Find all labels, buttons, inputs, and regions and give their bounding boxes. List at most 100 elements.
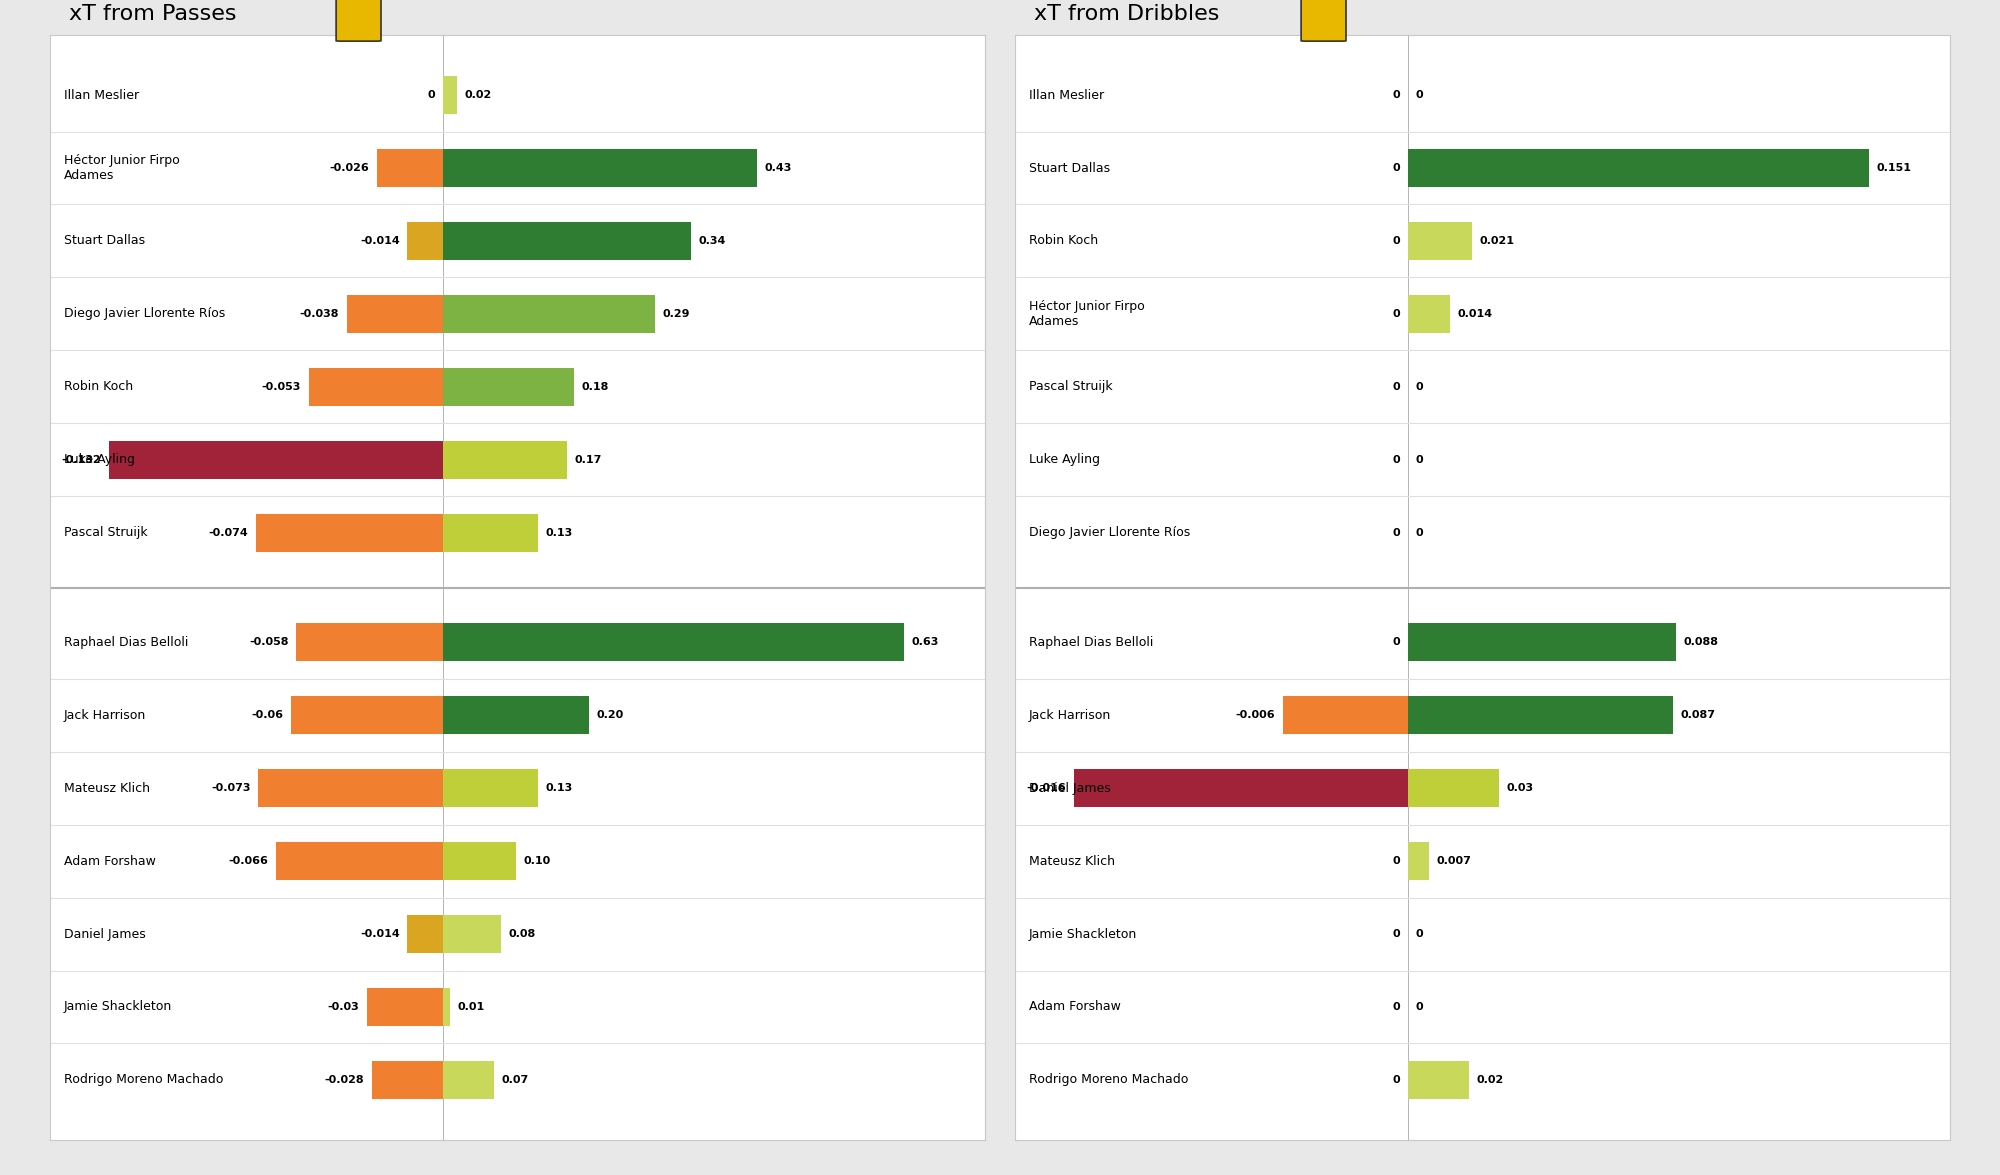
Text: 0.13: 0.13 <box>546 528 572 538</box>
Text: 0.01: 0.01 <box>458 1002 484 1012</box>
Bar <box>346 295 442 333</box>
Text: Stuart Dallas: Stuart Dallas <box>64 235 146 248</box>
Text: -0.014: -0.014 <box>360 236 400 246</box>
Bar <box>1408 623 1676 662</box>
Bar <box>442 1061 494 1099</box>
Text: -0.028: -0.028 <box>324 1075 364 1085</box>
Text: 0: 0 <box>1392 929 1400 939</box>
Text: Rodrigo Moreno Machado: Rodrigo Moreno Machado <box>64 1074 224 1087</box>
Bar <box>1408 295 1450 333</box>
Bar <box>408 222 442 260</box>
Text: -0.074: -0.074 <box>208 528 248 538</box>
Text: Raphael Dias Belloli: Raphael Dias Belloli <box>1030 636 1154 649</box>
Bar <box>442 770 538 807</box>
Text: 0.02: 0.02 <box>464 90 492 100</box>
Text: -0.058: -0.058 <box>250 637 288 647</box>
Text: 0.151: 0.151 <box>1876 163 1912 173</box>
Text: 0.20: 0.20 <box>596 710 624 720</box>
Text: 0.03: 0.03 <box>1506 783 1534 793</box>
Text: -0.066: -0.066 <box>228 857 268 866</box>
Text: 0: 0 <box>1392 637 1400 647</box>
Text: Robin Koch: Robin Koch <box>1030 235 1098 248</box>
Text: 0: 0 <box>1392 528 1400 538</box>
Text: 0.18: 0.18 <box>582 382 610 392</box>
Text: 0.63: 0.63 <box>912 637 938 647</box>
Text: Diego Javier Llorente Ríos: Diego Javier Llorente Ríos <box>64 308 226 321</box>
Text: 0: 0 <box>1392 236 1400 246</box>
Text: 0.29: 0.29 <box>662 309 690 318</box>
Text: 0: 0 <box>1416 528 1422 538</box>
Text: 0: 0 <box>1392 382 1400 392</box>
Text: 0.014: 0.014 <box>1458 309 1494 318</box>
Text: Adam Forshaw: Adam Forshaw <box>64 854 156 867</box>
Bar <box>276 842 442 880</box>
Text: Luke Ayling: Luke Ayling <box>64 454 136 466</box>
Text: Illan Meslier: Illan Meslier <box>1030 88 1104 101</box>
Text: -0.053: -0.053 <box>262 382 302 392</box>
Bar <box>290 697 442 734</box>
Bar <box>1408 149 1868 187</box>
Text: -0.073: -0.073 <box>212 783 250 793</box>
Bar <box>376 149 442 187</box>
Text: 0.34: 0.34 <box>698 236 726 246</box>
Text: 0.13: 0.13 <box>546 783 572 793</box>
Text: Pascal Struijk: Pascal Struijk <box>64 526 148 539</box>
Text: Adam Forshaw: Adam Forshaw <box>1030 1000 1120 1014</box>
Bar <box>442 697 590 734</box>
Text: 0: 0 <box>1392 455 1400 465</box>
Bar <box>366 988 442 1026</box>
Text: Raphael Dias Belloli: Raphael Dias Belloli <box>64 636 188 649</box>
Bar <box>442 368 574 405</box>
Text: Héctor Junior Firpo
Adames: Héctor Junior Firpo Adames <box>64 154 180 182</box>
Text: 0.43: 0.43 <box>764 163 792 173</box>
Text: 0.088: 0.088 <box>1684 637 1718 647</box>
Text: 0: 0 <box>1392 309 1400 318</box>
Bar <box>1408 842 1430 880</box>
Text: Mateusz Klich: Mateusz Klich <box>64 781 150 794</box>
Text: 0: 0 <box>1416 455 1422 465</box>
Text: Héctor Junior Firpo
Adames: Héctor Junior Firpo Adames <box>1030 300 1144 328</box>
Text: 0.02: 0.02 <box>1476 1075 1504 1085</box>
Bar <box>258 770 442 807</box>
Text: xT from Dribbles: xT from Dribbles <box>1034 5 1220 25</box>
Text: 0: 0 <box>1416 382 1422 392</box>
Text: -0.06: -0.06 <box>252 710 284 720</box>
Text: -0.132: -0.132 <box>62 455 102 465</box>
Text: -0.006: -0.006 <box>1236 710 1276 720</box>
Bar <box>1282 697 1408 734</box>
Bar <box>442 915 502 953</box>
Text: 0.17: 0.17 <box>574 455 602 465</box>
FancyBboxPatch shape <box>336 0 380 41</box>
Text: Illan Meslier: Illan Meslier <box>64 88 140 101</box>
Bar <box>372 1061 442 1099</box>
Text: -0.038: -0.038 <box>300 309 340 318</box>
Text: 0.07: 0.07 <box>502 1075 528 1085</box>
Bar <box>108 441 442 478</box>
Text: 0: 0 <box>428 90 436 100</box>
Bar <box>1408 222 1472 260</box>
Text: 0.021: 0.021 <box>1480 236 1514 246</box>
Text: xT from Passes: xT from Passes <box>68 5 236 25</box>
Bar <box>442 222 692 260</box>
Bar <box>442 441 568 478</box>
Text: Luke Ayling: Luke Ayling <box>1030 454 1100 466</box>
Text: 0.08: 0.08 <box>508 929 536 939</box>
Text: 0: 0 <box>1416 929 1422 939</box>
Text: 0: 0 <box>1392 90 1400 100</box>
Text: Robin Koch: Robin Koch <box>64 381 134 394</box>
Bar <box>1408 697 1674 734</box>
Text: Jamie Shackleton: Jamie Shackleton <box>64 1000 172 1014</box>
Bar <box>442 988 450 1026</box>
Bar <box>442 149 758 187</box>
Bar <box>442 76 458 114</box>
Text: -0.014: -0.014 <box>360 929 400 939</box>
Bar <box>296 623 442 662</box>
Bar <box>1408 770 1500 807</box>
Text: Daniel James: Daniel James <box>1030 781 1110 794</box>
Text: Pascal Struijk: Pascal Struijk <box>1030 381 1112 394</box>
Bar <box>442 623 904 662</box>
Text: Rodrigo Moreno Machado: Rodrigo Moreno Machado <box>1030 1074 1188 1087</box>
Bar <box>442 513 538 552</box>
FancyBboxPatch shape <box>1302 0 1346 41</box>
Bar <box>256 513 442 552</box>
